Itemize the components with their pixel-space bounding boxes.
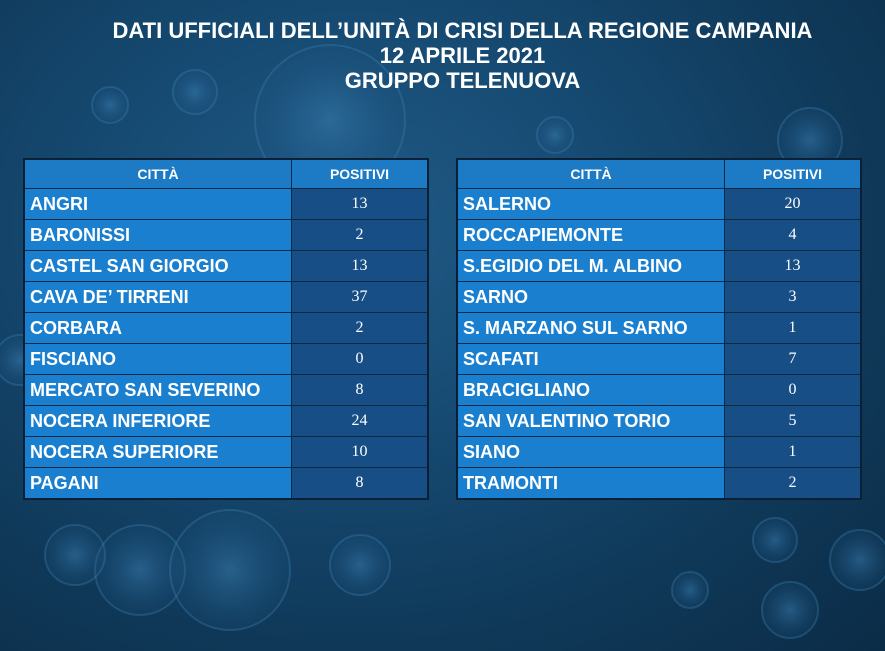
- positive-count: 4: [724, 219, 862, 251]
- city-name: CASTEL SAN GIORGIO: [23, 250, 292, 282]
- table-row: BARONISSI 2: [23, 219, 429, 251]
- city-name: SALERNO: [456, 188, 725, 220]
- table-row: SIANO 1: [456, 436, 862, 468]
- right-cases-table: CITTÀ POSITIVI SALERNO 20 ROCCAPIEMONTE 4 …: [456, 158, 862, 500]
- column-header-city: CITTÀ: [23, 158, 292, 189]
- table-header-row: CITTÀ POSITIVI: [23, 158, 429, 189]
- table-row: TRAMONTI 2: [456, 467, 862, 500]
- positive-count: 0: [724, 374, 862, 406]
- header-title: DATI UFFICIALI DELL’UNITÀ DI CRISI DELLA…: [112, 18, 813, 43]
- city-name: FISCIANO: [23, 343, 292, 375]
- positive-count: 8: [291, 467, 429, 500]
- table-row: S. MARZANO SUL SARNO 1: [456, 312, 862, 344]
- table-row: ANGRI 13: [23, 188, 429, 220]
- city-name: SAN VALENTINO TORIO: [456, 405, 725, 437]
- table-row: CAVA DE’ TIRRENI 37: [23, 281, 429, 313]
- positive-count: 2: [291, 219, 429, 251]
- column-header-positive: POSITIVI: [291, 158, 429, 189]
- positive-count: 10: [291, 436, 429, 468]
- city-name: NOCERA INFERIORE: [23, 405, 292, 437]
- city-name: BARONISSI: [23, 219, 292, 251]
- page-header: DATI UFFICIALI DELL’UNITÀ DI CRISI DELLA…: [0, 18, 885, 93]
- positive-count: 20: [724, 188, 862, 220]
- left-cases-table: CITTÀ POSITIVI ANGRI 13 BARONISSI 2 CASTEL…: [23, 158, 429, 500]
- city-name: TRAMONTI: [456, 467, 725, 500]
- column-header-city: CITTÀ: [456, 158, 725, 189]
- positive-count: 3: [724, 281, 862, 313]
- city-name: BRACIGLIANO: [456, 374, 725, 406]
- positive-count: 5: [724, 405, 862, 437]
- positive-count: 13: [724, 250, 862, 282]
- header-source: GRUPPO TELENUOVA: [344, 68, 581, 93]
- city-name: PAGANI: [23, 467, 292, 500]
- table-row: NOCERA INFERIORE 24: [23, 405, 429, 437]
- positive-count: 24: [291, 405, 429, 437]
- table-row: SALERNO 20: [456, 188, 862, 220]
- city-name: S. MARZANO SUL SARNO: [456, 312, 725, 344]
- positive-count: 8: [291, 374, 429, 406]
- column-header-positive: POSITIVI: [724, 158, 862, 189]
- table-row: SCAFATI 7: [456, 343, 862, 375]
- positive-count: 1: [724, 312, 862, 344]
- positive-count: 2: [724, 467, 862, 500]
- city-name: S.EGIDIO DEL M. ALBINO: [456, 250, 725, 282]
- positive-count: 1: [724, 436, 862, 468]
- city-name: ANGRI: [23, 188, 292, 220]
- table-row: PAGANI 8: [23, 467, 429, 500]
- positive-count: 0: [291, 343, 429, 375]
- positive-count: 2: [291, 312, 429, 344]
- table-row: SARNO 3: [456, 281, 862, 313]
- city-name: ROCCAPIEMONTE: [456, 219, 725, 251]
- positive-count: 13: [291, 250, 429, 282]
- positive-count: 13: [291, 188, 429, 220]
- city-name: CORBARA: [23, 312, 292, 344]
- table-row: S.EGIDIO DEL M. ALBINO 13: [456, 250, 862, 282]
- table-row: ROCCAPIEMONTE 4: [456, 219, 862, 251]
- table-row: CORBARA 2: [23, 312, 429, 344]
- city-name: SARNO: [456, 281, 725, 313]
- city-name: MERCATO SAN SEVERINO: [23, 374, 292, 406]
- table-row: MERCATO SAN SEVERINO 8: [23, 374, 429, 406]
- header-date: 12 APRILE 2021: [379, 43, 546, 68]
- table-row: BRACIGLIANO 0: [456, 374, 862, 406]
- city-name: NOCERA SUPERIORE: [23, 436, 292, 468]
- table-row: CASTEL SAN GIORGIO 13: [23, 250, 429, 282]
- table-row: FISCIANO 0: [23, 343, 429, 375]
- table-row: SAN VALENTINO TORIO 5: [456, 405, 862, 437]
- city-name: SIANO: [456, 436, 725, 468]
- table-header-row: CITTÀ POSITIVI: [456, 158, 862, 189]
- city-name: SCAFATI: [456, 343, 725, 375]
- positive-count: 37: [291, 281, 429, 313]
- city-name: CAVA DE’ TIRRENI: [23, 281, 292, 313]
- positive-count: 7: [724, 343, 862, 375]
- table-row: NOCERA SUPERIORE 10: [23, 436, 429, 468]
